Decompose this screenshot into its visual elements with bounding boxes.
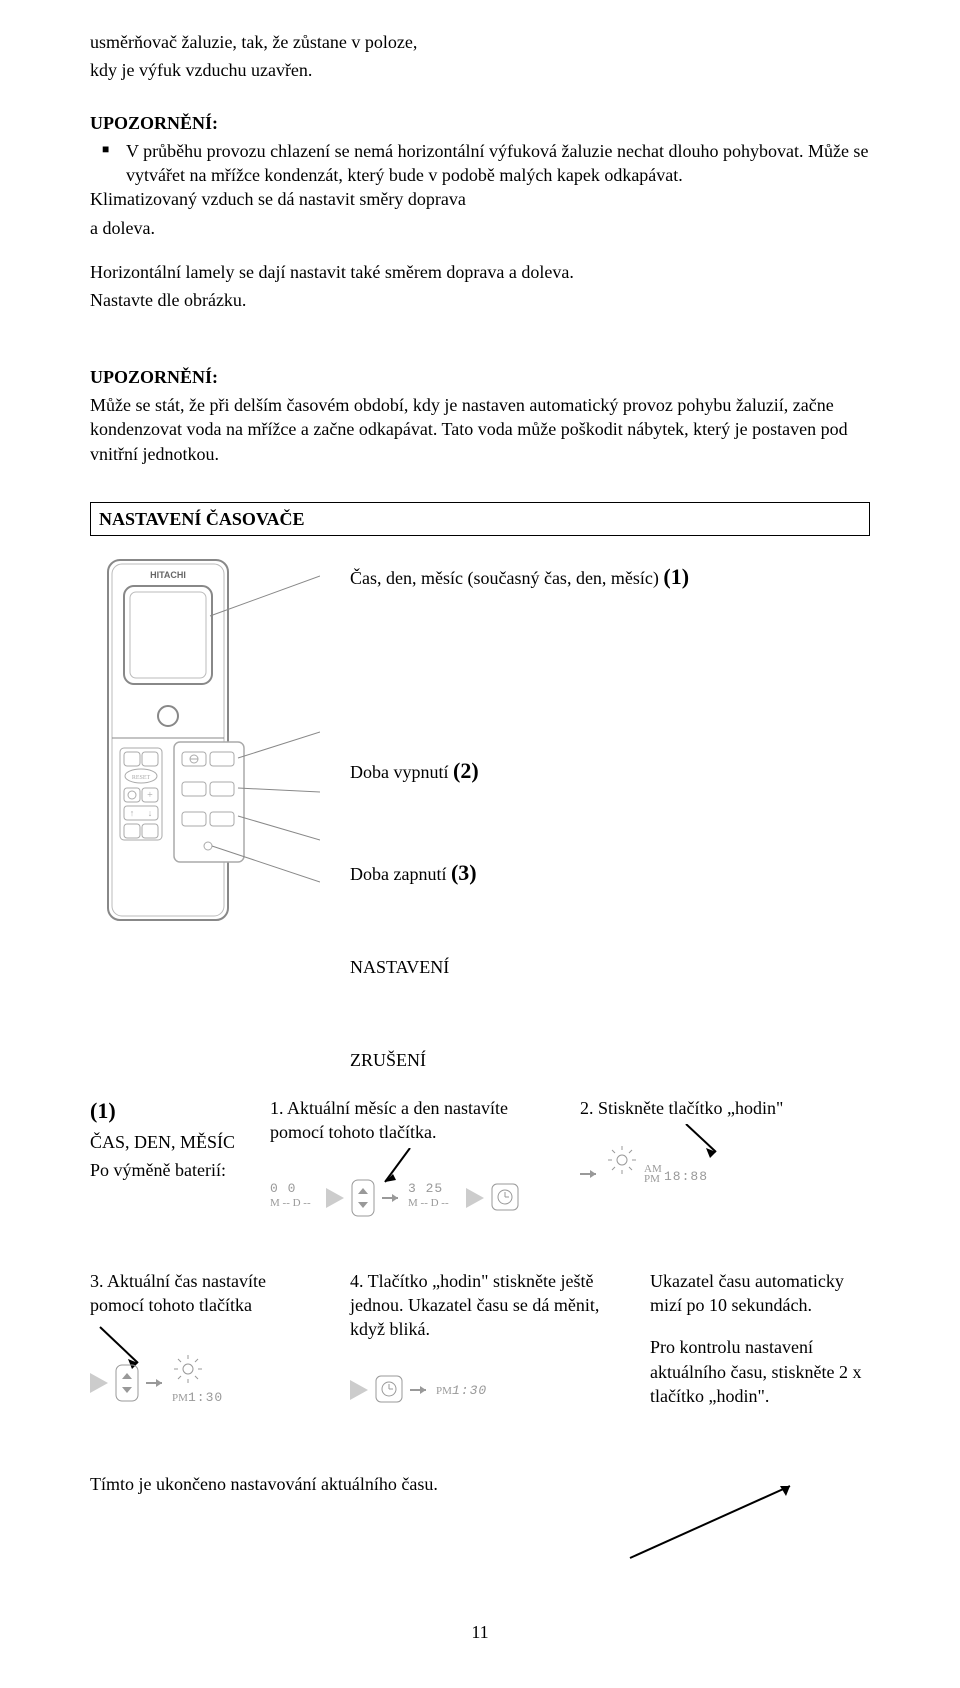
svg-text:M -- D --: M -- D -- (408, 1197, 449, 1209)
svg-text:18:88: 18:88 (664, 1169, 708, 1184)
step4-icons: PM 1:30 (350, 1346, 610, 1436)
timer-section-title: NASTAVENÍ ČASOVAČE (90, 502, 870, 536)
svg-text:1:30: 1:30 (452, 1383, 487, 1398)
label-off: Doba vypnutí (2) (350, 756, 689, 786)
warning1-heading: UPOZORNĚNÍ: (90, 111, 870, 135)
warning1-bullet: V průběhu provozu chlazení se nemá horiz… (126, 139, 870, 188)
svg-text:RESET: RESET (132, 775, 151, 781)
warning1-after3: Horizontální lamely se dají nastavit tak… (90, 260, 870, 284)
label-set: NASTAVENÍ (350, 955, 689, 979)
s1-line2: Po výměně baterií: (90, 1158, 250, 1182)
page-number: 11 (90, 1620, 870, 1644)
svg-text:PM: PM (436, 1385, 452, 1397)
warning1-after2: a doleva. (90, 216, 870, 240)
svg-text:+: + (147, 790, 153, 801)
label-on: Doba zapnutí (3) (350, 858, 689, 888)
svg-text:1:30: 1:30 (188, 1390, 223, 1405)
svg-text:PM: PM (172, 1392, 188, 1404)
svg-text:PM: PM (644, 1173, 660, 1185)
svg-text:3 25: 3 25 (408, 1181, 443, 1196)
step3-icons: PM 1:30 (90, 1321, 290, 1421)
label-cancel: ZRUŠENÍ (350, 1048, 689, 1072)
svg-text:↓: ↓ (148, 808, 153, 818)
svg-text:↑: ↑ (130, 808, 135, 818)
label-time: Čas, den, měsíc (současný čas, den, měsí… (350, 562, 689, 592)
s1-line1: ČAS, DEN, MĚSÍC (90, 1130, 250, 1154)
step1-icons: 0 0 M -- D -- 3 25 M -- D -- (270, 1148, 530, 1238)
remote-brand: HITACHI (150, 570, 186, 580)
step1-text: 1. Aktuální měsíc a den nastavíte pomocí… (270, 1096, 560, 1145)
warning2-heading: UPOZORNĚNÍ: (90, 365, 870, 389)
svg-text:0 0: 0 0 (270, 1181, 296, 1196)
remote-illustration: HITACHI RESET + ↑ ↓ (90, 556, 320, 926)
svg-text:M -- D --: M -- D -- (270, 1197, 311, 1209)
step3-text: 3. Aktuální čas nastavíte pomocí tohoto … (90, 1269, 310, 1318)
warning1-after4: Nastavte dle obrázku. (90, 288, 870, 312)
intro-line-1: usměrňovač žaluzie, tak, že zůstane v po… (90, 30, 870, 54)
step2-icons: AM PM 18:88 (580, 1124, 810, 1214)
s1-num: (1) (90, 1096, 250, 1126)
warning2-body: Může se stát, že při delším časovém obdo… (90, 393, 870, 466)
step2-text: 2. Stiskněte tlačítko „hodin" (580, 1096, 870, 1120)
intro-line-2: kdy je výfuk vzduchu uzavřen. (90, 58, 870, 82)
warning1-after1: Klimatizovaný vzduch se dá nastavit směr… (90, 187, 870, 211)
step4-text: 4. Tlačítko „hodin" stiskněte ještě jedn… (350, 1269, 610, 1342)
step5a-text: Ukazatel času automaticky mizí po 10 sek… (650, 1269, 870, 1318)
step5b-text: Pro kontrolu nastavení aktuálního času, … (650, 1335, 870, 1408)
